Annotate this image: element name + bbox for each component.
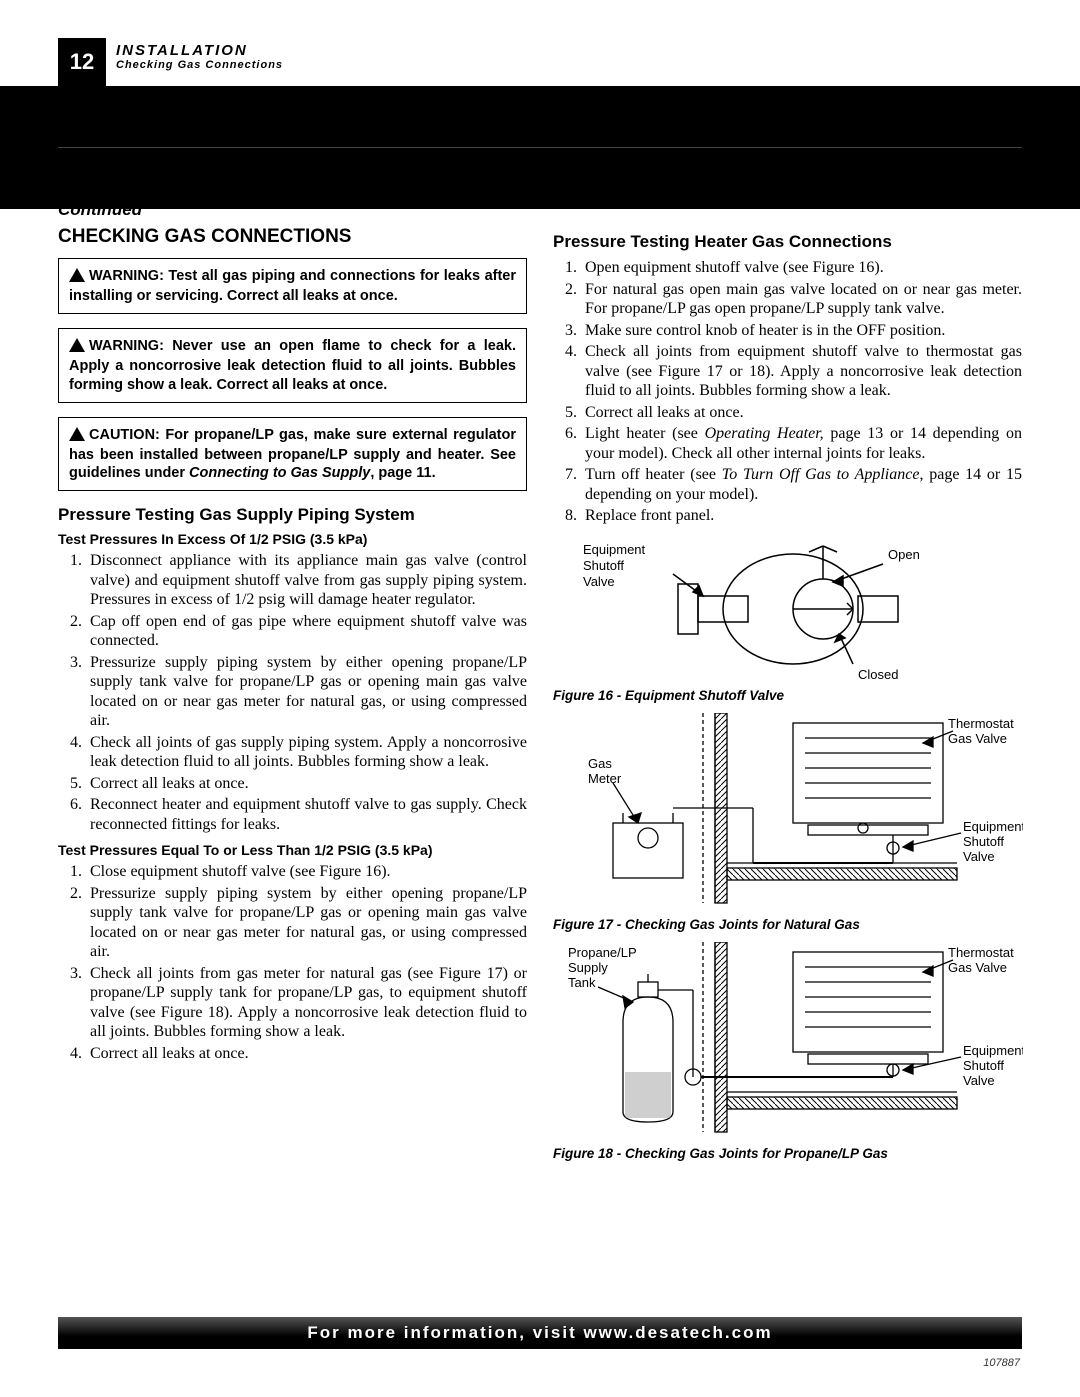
step-item: Light heater (see Operating Heater, page… — [581, 424, 1022, 463]
step-item: Correct all leaks at once. — [86, 774, 527, 794]
fig17-gasmeter1: Gas — [588, 756, 612, 771]
fig18-equip2: Shutoff — [963, 1058, 1004, 1073]
step-item: Replace front panel. — [581, 506, 1022, 526]
left-heading: CHECKING GAS CONNECTIONS — [58, 226, 527, 248]
left-column: CHECKING GAS CONNECTIONS ! WARNING: Test… — [58, 226, 527, 1171]
footer-bar: For more information, visit www.desatech… — [58, 1317, 1022, 1349]
step7-italic: To Turn Off Gas to Appliance — [722, 466, 920, 483]
header-titles: INSTALLATION Checking Gas Connections — [116, 42, 283, 71]
fig16-equip: Equipment — [583, 542, 646, 557]
step-item: Check all joints from equipment shutoff … — [581, 342, 1022, 401]
step-item: Make sure control knob of heater is in t… — [581, 321, 1022, 341]
steps-excess: Disconnect appliance with its appliance … — [58, 551, 527, 834]
caution-box: ! CAUTION: For propane/LP gas, make sure… — [58, 417, 527, 491]
step-item: Pressurize supply piping system by eithe… — [86, 884, 527, 962]
figure-17: Gas Meter Thermostat Gas Valve Equipment… — [553, 713, 1022, 913]
step7-pre: Turn off heater (see — [585, 466, 722, 483]
section-title: INSTALLATION — [58, 166, 1022, 200]
figure-16-caption: Figure 16 - Equipment Shutoff Valve — [553, 688, 1022, 703]
step-item: Close equipment shutoff valve (see Figur… — [86, 862, 527, 882]
step-item: Check all joints from gas meter for natu… — [86, 964, 527, 1042]
fig17-equip3: Valve — [963, 849, 995, 864]
fig18-thermo1: Thermostat — [948, 945, 1014, 960]
step-item: Turn off heater (see To Turn Off Gas to … — [581, 465, 1022, 504]
caution-post: , page 11. — [370, 465, 435, 481]
header-line1: INSTALLATION — [116, 42, 283, 59]
warning-box-1: ! WARNING: Test all gas piping and conne… — [58, 258, 527, 314]
document-number: 107887 — [983, 1357, 1020, 1369]
step-item: Disconnect appliance with its appliance … — [86, 551, 527, 610]
header-line2: Checking Gas Connections — [116, 59, 283, 71]
warning-2-text: WARNING: Never use an open flame to chec… — [69, 338, 516, 392]
fig17-thermo2: Gas Valve — [948, 731, 1007, 746]
step-item: Reconnect heater and equipment shutoff v… — [86, 795, 527, 834]
steps-leq: Close equipment shutoff valve (see Figur… — [58, 862, 527, 1063]
fig16-shutoff: Shutoff — [583, 558, 624, 573]
figure-17-caption: Figure 17 - Checking Gas Joints for Natu… — [553, 917, 1022, 932]
right-column: Pressure Testing Heater Gas Connections … — [553, 226, 1022, 1171]
sub-heading-supply: Pressure Testing Gas Supply Piping Syste… — [58, 505, 527, 525]
step6-italic: Operating Heater, — [705, 425, 824, 442]
page-number: 12 — [70, 49, 94, 75]
warning-icon: ! — [69, 268, 85, 287]
page-header: 12 INSTALLATION Checking Gas Connections — [58, 38, 1022, 112]
footer-text: For more information, visit www.desatech… — [307, 1323, 772, 1343]
step-item: Check all joints of gas supply piping sy… — [86, 733, 527, 772]
warning-icon: ! — [69, 338, 85, 357]
warning-1-text: WARNING: Test all gas piping and connect… — [69, 268, 516, 304]
step-item: Cap off open end of gas pipe where equip… — [86, 612, 527, 651]
svg-text:!: ! — [75, 338, 79, 352]
test-pressure-excess-title: Test Pressures In Excess Of 1/2 PSIG (3.… — [58, 531, 527, 547]
step-item: Open equipment shutoff valve (see Figure… — [581, 258, 1022, 278]
fig18-equip1: Equipment — [963, 1043, 1023, 1058]
step-item: Correct all leaks at once. — [86, 1044, 527, 1064]
figure-18: Propane/LP Supply Tank Thermostat Gas Va… — [553, 942, 1022, 1142]
fig16-valve: Valve — [583, 574, 615, 589]
fig18-thermo2: Gas Valve — [948, 960, 1007, 975]
thick-rule — [58, 140, 1022, 143]
fig18-prop2: Supply — [568, 960, 608, 975]
fig18-equip3: Valve — [963, 1073, 995, 1088]
warning-icon: ! — [69, 427, 85, 446]
fig18-prop1: Propane/LP — [568, 945, 637, 960]
fig17-thermo1: Thermostat — [948, 716, 1014, 731]
continued-label: Continued — [58, 200, 1022, 220]
step-item: Pressurize supply piping system by eithe… — [86, 653, 527, 731]
svg-text:!: ! — [75, 268, 79, 282]
fig17-equip2: Shutoff — [963, 834, 1004, 849]
right-heading: Pressure Testing Heater Gas Connections — [553, 232, 1022, 252]
figure-18-caption: Figure 18 - Checking Gas Joints for Prop… — [553, 1146, 1022, 1161]
step6-pre: Light heater (see — [585, 425, 705, 442]
steps-heater: Open equipment shutoff valve (see Figure… — [553, 258, 1022, 526]
test-pressure-leq-title: Test Pressures Equal To or Less Than 1/2… — [58, 842, 527, 858]
step-item: Correct all leaks at once. — [581, 403, 1022, 423]
page-number-box: 12 — [58, 38, 106, 86]
fig17-gasmeter2: Meter — [588, 771, 622, 786]
fig17-equip1: Equipment — [963, 819, 1023, 834]
warning-box-2: ! WARNING: Never use an open flame to ch… — [58, 328, 527, 402]
step-item: For natural gas open main gas valve loca… — [581, 280, 1022, 319]
caution-link: Connecting to Gas Supply — [189, 465, 370, 481]
fig16-closed: Closed — [858, 667, 898, 682]
fig16-open: Open — [888, 547, 920, 562]
figure-16: Equipment Shutoff Valve Open Closed — [553, 534, 1022, 684]
svg-text:!: ! — [75, 427, 79, 441]
thin-rule — [58, 147, 1022, 148]
fig18-prop3: Tank — [568, 975, 596, 990]
